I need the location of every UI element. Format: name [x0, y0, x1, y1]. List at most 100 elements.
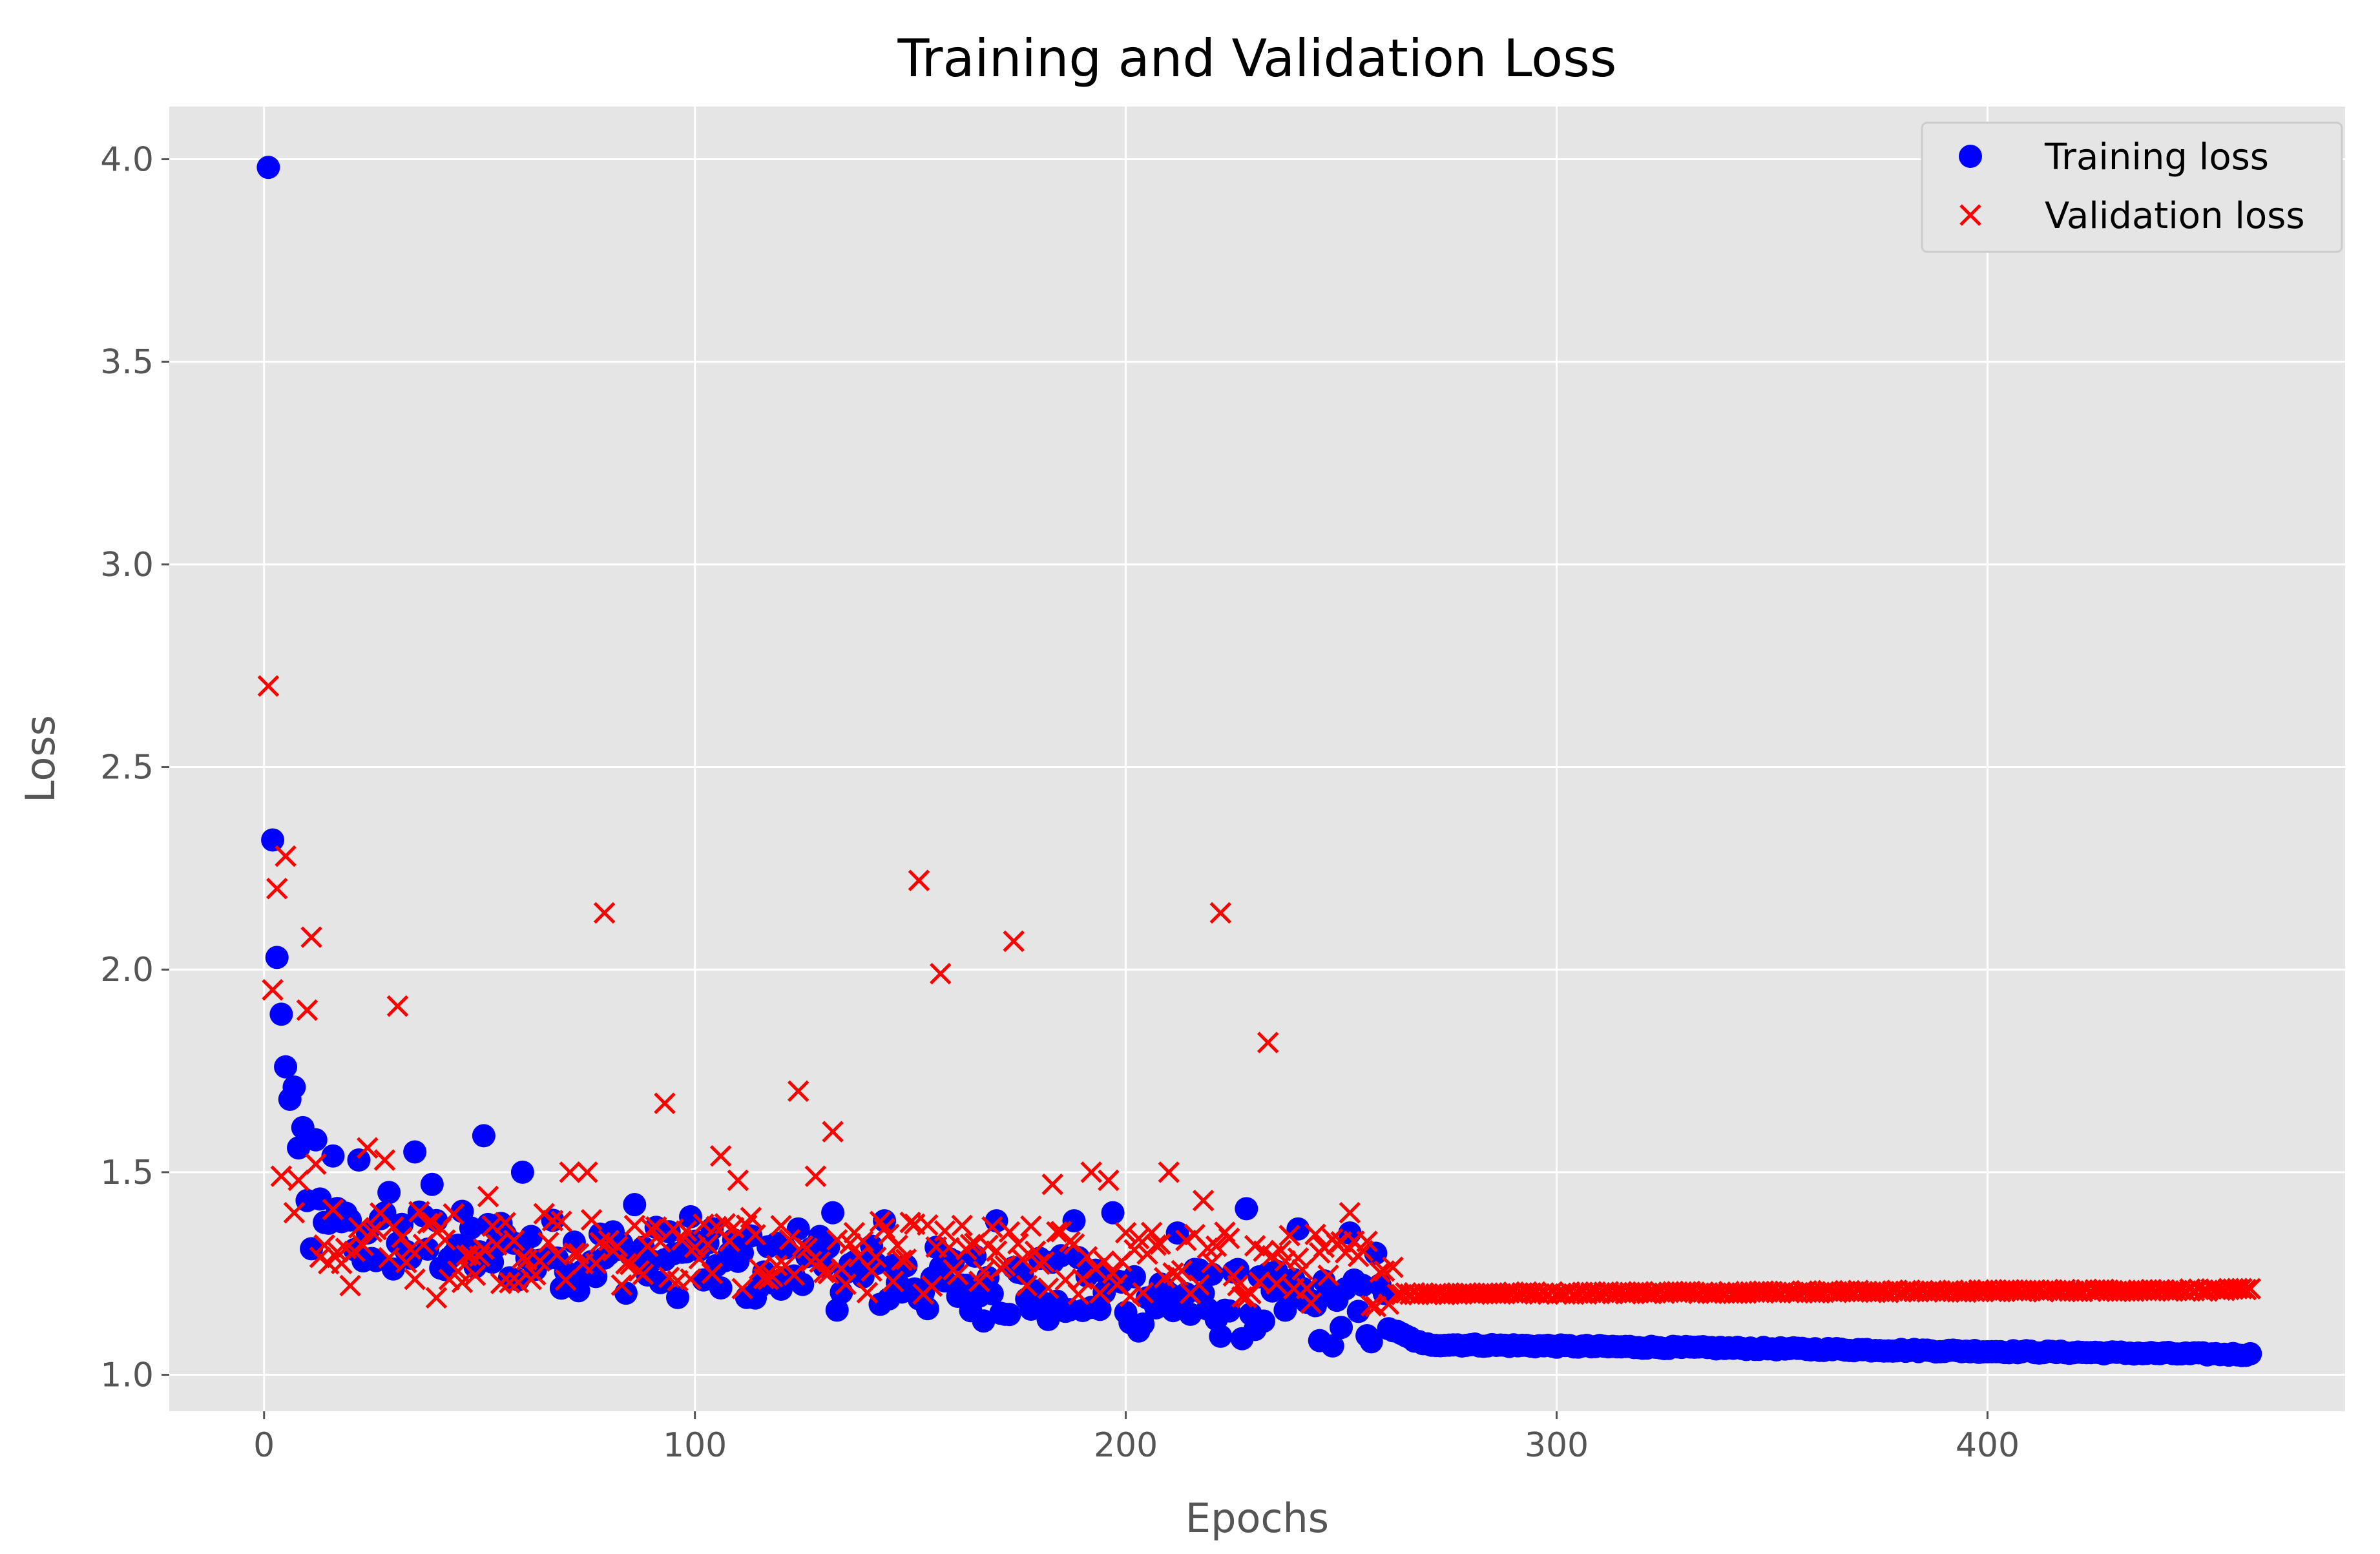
- validation-loss-point: [1317, 1264, 1339, 1287]
- validation-loss-point: [1240, 1283, 1262, 1305]
- training-loss-point: [377, 1181, 401, 1205]
- validation-loss-point: [1209, 902, 1232, 924]
- validation-loss-point: [554, 1269, 577, 1291]
- validation-loss-point: [1127, 1227, 1150, 1250]
- validation-loss-point: [417, 1212, 439, 1235]
- validation-loss-point: [313, 1234, 335, 1256]
- validation-loss-point: [804, 1165, 827, 1187]
- validation-loss-point: [1360, 1294, 1383, 1317]
- validation-loss-point: [434, 1229, 456, 1251]
- training-loss-point: [1131, 1312, 1155, 1336]
- training-loss-point: [282, 1075, 306, 1099]
- validation-loss-point: [731, 1278, 753, 1300]
- validation-loss-point: [981, 1216, 1003, 1238]
- validation-loss-point: [528, 1250, 551, 1272]
- training-loss-point: [873, 1209, 897, 1233]
- validation-loss-point: [275, 845, 297, 867]
- validation-loss-point: [1295, 1278, 1318, 1300]
- validation-loss-point: [1205, 1235, 1227, 1258]
- series-validation-loss: [257, 675, 2262, 1318]
- validation-loss-point: [477, 1185, 499, 1208]
- training-loss-point: [308, 1187, 332, 1211]
- training-loss-point: [1174, 1282, 1198, 1306]
- validation-loss-point: [490, 1272, 512, 1294]
- validation-loss-point: [1291, 1259, 1313, 1281]
- validation-loss-point: [1046, 1221, 1068, 1243]
- validation-loss-point: [339, 1274, 361, 1297]
- y-tick-label: 4.0: [100, 141, 154, 180]
- x-tick-label: 100: [663, 1426, 727, 1465]
- chart-title: Training and Validation Loss: [897, 28, 1617, 88]
- validation-loss-point: [512, 1247, 534, 1269]
- y-tick-label: 2.0: [100, 951, 154, 989]
- validation-loss-point: [1140, 1221, 1163, 1243]
- validation-loss-point: [675, 1220, 698, 1242]
- validation-loss-point: [632, 1263, 654, 1285]
- validation-loss-point: [322, 1198, 344, 1221]
- training-loss-point: [567, 1279, 590, 1303]
- validation-loss-point: [525, 1263, 547, 1286]
- validation-loss-point: [1218, 1227, 1240, 1250]
- validation-loss-point: [994, 1254, 1016, 1277]
- training-loss-point: [1209, 1324, 1233, 1348]
- y-axis-label: Loss: [17, 715, 64, 803]
- validation-loss-point: [680, 1268, 702, 1290]
- validation-loss-point: [1033, 1250, 1055, 1273]
- training-loss-point: [997, 1303, 1021, 1327]
- training-loss-point: [420, 1172, 444, 1196]
- validation-loss-point: [1020, 1215, 1042, 1238]
- training-loss-point: [665, 1285, 689, 1309]
- validation-loss-point: [1287, 1247, 1310, 1269]
- validation-loss-point: [412, 1234, 435, 1256]
- training-loss-point: [1346, 1300, 1370, 1323]
- validation-loss-point: [684, 1236, 706, 1259]
- validation-loss-point: [1227, 1274, 1249, 1297]
- validation-loss-point: [373, 1149, 396, 1171]
- validation-loss-point: [1274, 1250, 1297, 1272]
- validation-loss-point: [300, 926, 322, 948]
- plot-area: [169, 107, 2345, 1411]
- legend-frame: [1921, 121, 2343, 253]
- validation-loss-point: [611, 1274, 633, 1296]
- training-loss-point: [1235, 1197, 1258, 1221]
- validation-loss-point: [546, 1243, 569, 1266]
- training-loss-point: [709, 1276, 733, 1300]
- training-loss-point: [347, 1148, 371, 1172]
- validation-loss-point: [1300, 1292, 1322, 1314]
- validation-loss-point: [606, 1236, 629, 1258]
- validation-loss-point: [296, 999, 318, 1021]
- validation-loss-point: [1149, 1233, 1171, 1255]
- validation-loss-point: [2239, 1278, 2262, 1300]
- validation-loss-point: [851, 1230, 874, 1252]
- validation-loss-point: [615, 1252, 637, 1275]
- validation-loss-point: [972, 1260, 995, 1283]
- validation-loss-point: [386, 995, 409, 1017]
- training-loss-point: [1351, 1274, 1375, 1298]
- legend-marker-validation-icon: [1959, 204, 1981, 226]
- validation-loss-point: [1158, 1161, 1180, 1183]
- validation-loss-point: [1266, 1273, 1288, 1295]
- validation-loss-point: [287, 1169, 309, 1192]
- validation-loss-point: [826, 1228, 848, 1251]
- grid-lines: [169, 107, 2345, 1411]
- validation-loss-point: [985, 1240, 1008, 1262]
- validation-loss-point: [938, 1237, 960, 1259]
- validation-loss-point: [1356, 1230, 1378, 1252]
- validation-loss-point: [481, 1215, 503, 1237]
- validation-loss-point: [585, 1252, 607, 1274]
- training-loss-point: [321, 1144, 345, 1168]
- validation-loss-point: [1196, 1237, 1219, 1259]
- validation-loss-point: [895, 1248, 917, 1270]
- validation-loss-point: [693, 1213, 715, 1236]
- validation-loss-point: [1072, 1268, 1094, 1290]
- validation-loss-point: [886, 1234, 908, 1257]
- validation-loss-point: [1171, 1259, 1193, 1282]
- validation-loss-point: [1003, 930, 1025, 953]
- validation-loss-point: [538, 1231, 559, 1254]
- validation-loss-point: [951, 1214, 973, 1237]
- validation-loss-point: [1098, 1169, 1120, 1192]
- validation-loss-point: [1119, 1285, 1142, 1307]
- validation-loss-point: [908, 869, 930, 891]
- training-loss-point: [256, 156, 280, 180]
